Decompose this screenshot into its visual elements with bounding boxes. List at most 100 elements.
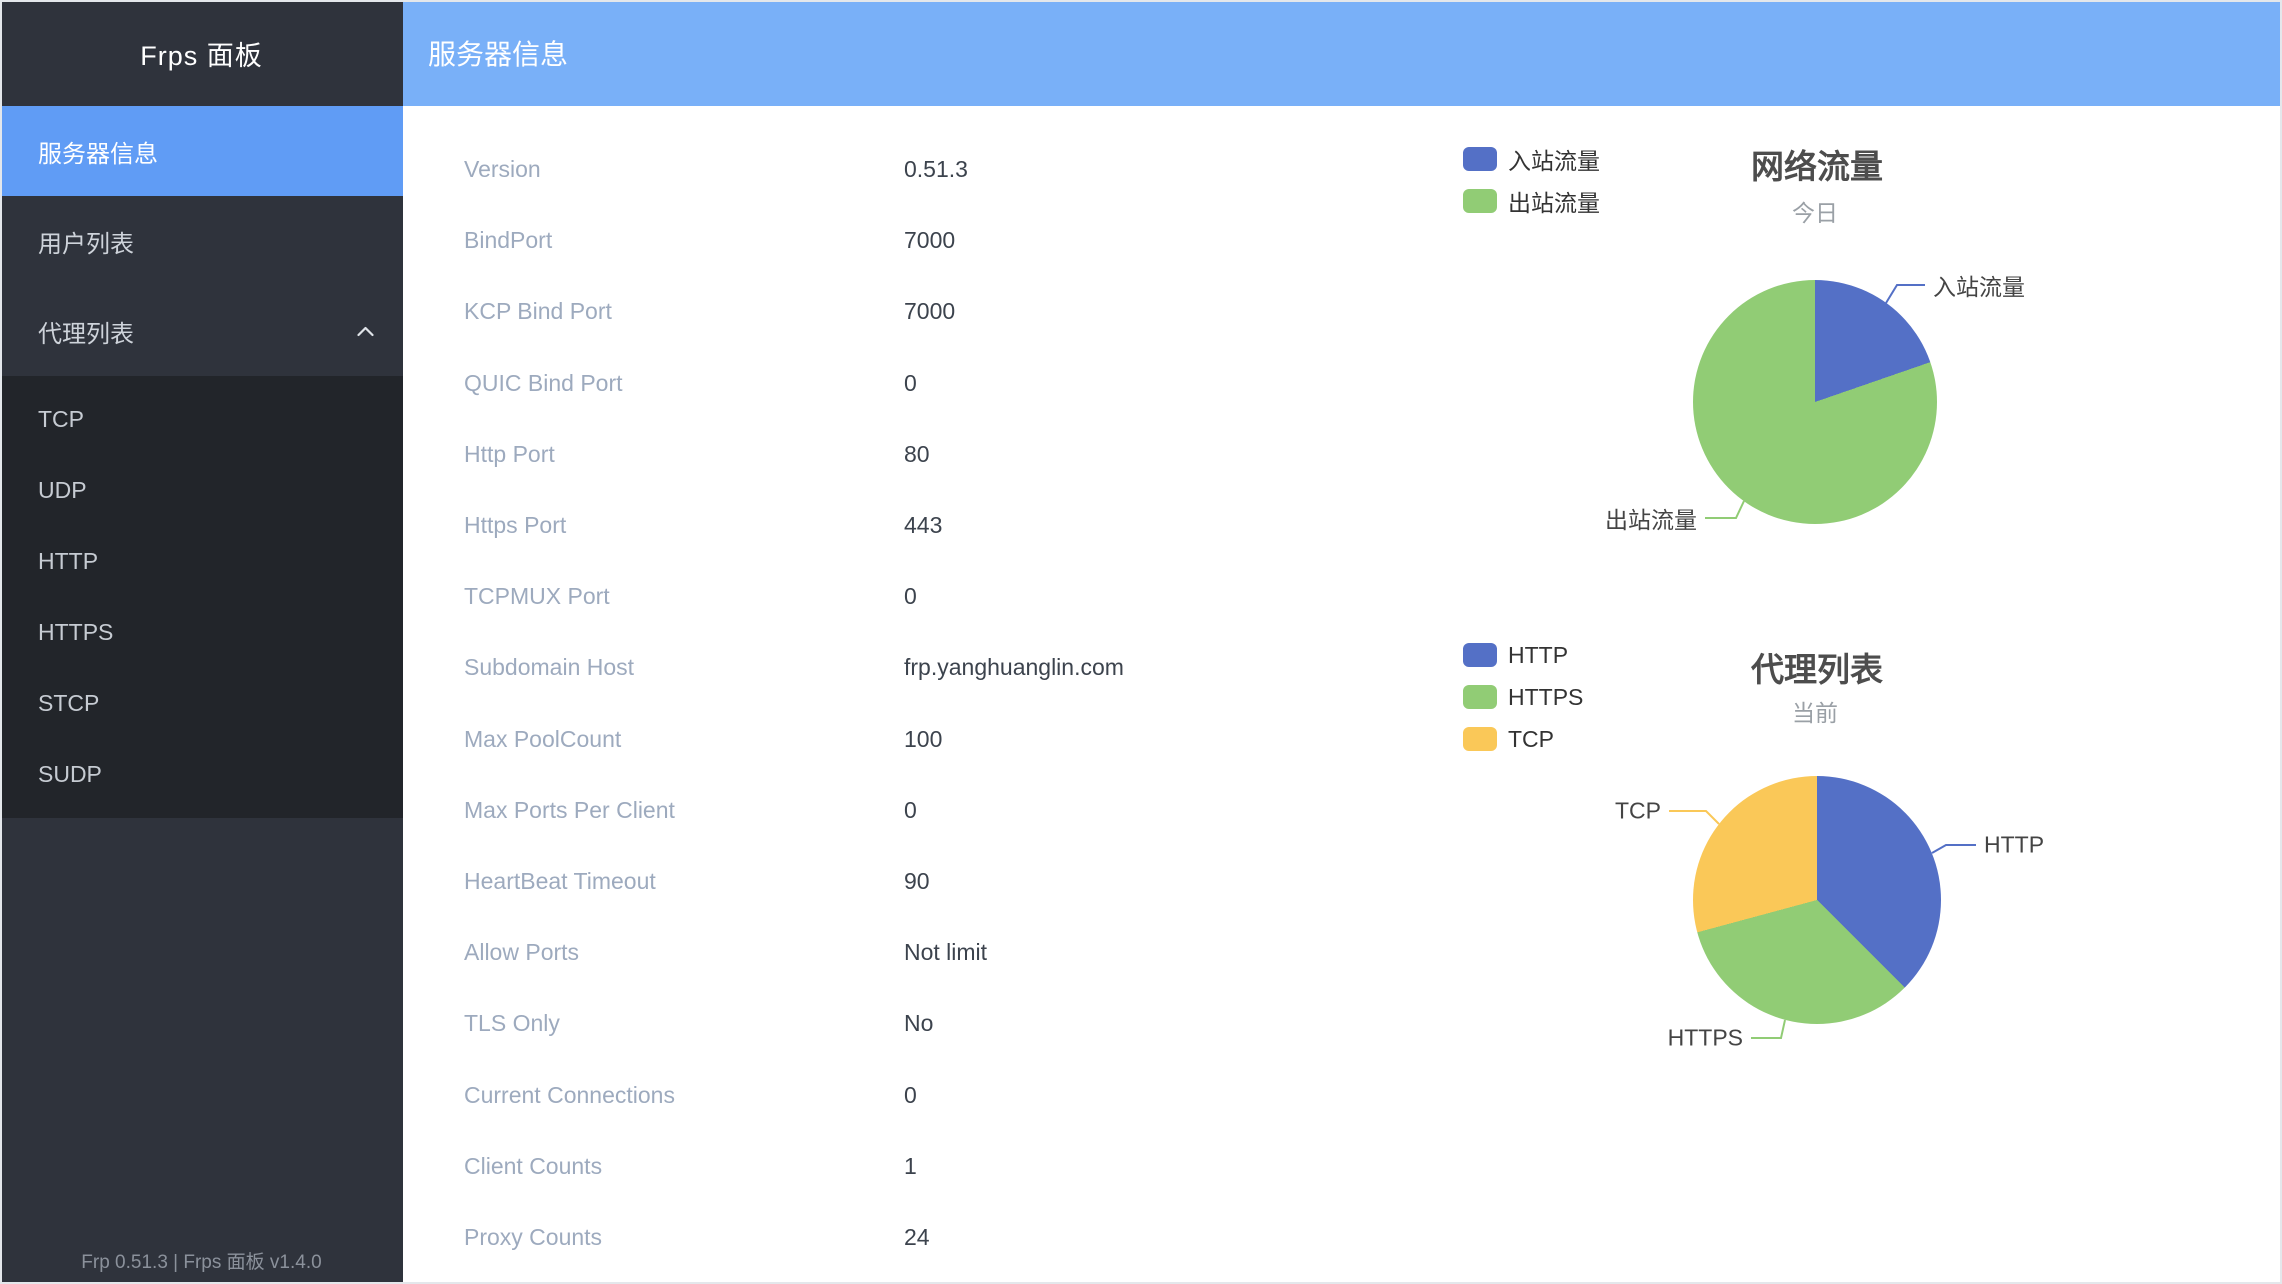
info-label: KCP Bind Port xyxy=(464,298,612,325)
sidebar-menu: 服务器信息 用户列表 代理列表 TCP UDP HTTP HTTPS STCP … xyxy=(0,106,403,818)
info-row: TLS Only No xyxy=(464,988,1444,1059)
info-row: Client Counts 1 xyxy=(464,1131,1444,1202)
info-label: Client Counts xyxy=(464,1152,603,1179)
chart-title: 网络流量 xyxy=(1751,148,1883,185)
info-label: Max Ports Per Client xyxy=(464,796,675,823)
pie-label-inbound: 入站流量 xyxy=(1933,274,2025,300)
traffic-pie[interactable] xyxy=(1693,280,1937,524)
submenu-label: HTTPS xyxy=(38,619,114,645)
pie-label-outbound: 出站流量 xyxy=(1605,507,1697,533)
sidebar-item-label: 用户列表 xyxy=(38,230,134,258)
info-value: 0 xyxy=(904,1081,917,1108)
info-value: 0 xyxy=(904,369,917,396)
sidebar-item-proxy-list[interactable]: 代理列表 xyxy=(0,286,403,376)
info-row: TCPMUX Port 0 xyxy=(464,561,1444,632)
info-value: frp.yanghuanglin.com xyxy=(904,654,1124,681)
info-row: Subdomain Host frp.yanghuanglin.com xyxy=(464,632,1444,703)
info-row: Http Port 80 xyxy=(464,419,1444,490)
info-row: Https Port 443 xyxy=(464,490,1444,561)
legend-item-tcp[interactable]: TCP xyxy=(1463,718,1583,760)
legend-swatch-icon xyxy=(1463,147,1497,171)
proxy-submenu: TCP UDP HTTP HTTPS STCP SUDP xyxy=(0,376,403,818)
sidebar: Frps 面板 服务器信息 用户列表 代理列表 TCP UDP HTTP HTT… xyxy=(0,0,403,1284)
legend-item-https[interactable]: HTTPS xyxy=(1463,676,1583,718)
info-value: 90 xyxy=(904,867,930,894)
sidebar-item-stcp[interactable]: STCP xyxy=(0,668,403,739)
info-label: Subdomain Host xyxy=(464,654,635,681)
submenu-label: TCP xyxy=(38,406,84,432)
info-label: Allow Ports xyxy=(464,939,580,966)
proxy-pie[interactable] xyxy=(1693,776,1941,1024)
info-row: Max Ports Per Client 0 xyxy=(464,775,1444,846)
info-row: QUIC Bind Port 0 xyxy=(464,348,1444,419)
info-label: Current Connections xyxy=(464,1081,675,1108)
info-label: QUIC Bind Port xyxy=(464,369,623,396)
info-value: No xyxy=(904,1010,934,1037)
legend-item-http[interactable]: HTTP xyxy=(1463,634,1583,676)
server-info-list: Version 0.51.3 BindPort 7000 KCP Bind Port… xyxy=(464,134,1444,1273)
chart-subtitle: 今日 xyxy=(1792,200,1838,226)
submenu-label: UDP xyxy=(38,477,87,503)
sidebar-item-https[interactable]: HTTPS xyxy=(0,597,403,668)
info-row: HeartBeat Timeout 90 xyxy=(464,846,1444,917)
info-row: Max PoolCount 100 xyxy=(464,704,1444,775)
legend-item-inbound[interactable]: 入站流量 xyxy=(1463,138,1600,180)
sidebar-item-label: 服务器信息 xyxy=(38,140,158,168)
proxy-chart-legend: HTTP HTTPS TCP xyxy=(1463,634,1583,760)
chart-title: 代理列表 xyxy=(1751,651,1883,688)
pie-label-https: HTTPS xyxy=(1667,1024,1743,1051)
info-row: Proxy Counts 24 xyxy=(464,1202,1444,1273)
sidebar-item-tcp[interactable]: TCP xyxy=(0,384,403,455)
info-value: 0.51.3 xyxy=(904,156,968,183)
submenu-label: HTTP xyxy=(38,548,99,574)
info-label: TLS Only xyxy=(464,1010,560,1037)
app-title: Frps 面板 xyxy=(140,40,263,71)
info-value: 1 xyxy=(904,1152,917,1179)
traffic-chart-legend: 入站流量 出站流量 xyxy=(1463,138,1600,222)
sidebar-footer-version: Frp 0.51.3 | Frps 面板 v1.4.0 xyxy=(81,1252,322,1273)
legend-label: TCP xyxy=(1508,725,1554,752)
legend-item-outbound[interactable]: 出站流量 xyxy=(1463,180,1600,222)
legend-swatch-icon xyxy=(1463,189,1497,213)
info-row: Version 0.51.3 xyxy=(464,134,1444,205)
info-value: 0 xyxy=(904,583,917,610)
info-label: Proxy Counts xyxy=(464,1223,603,1250)
info-value: Not limit xyxy=(904,939,988,966)
sidebar-item-user-list[interactable]: 用户列表 xyxy=(0,196,403,286)
info-value: 100 xyxy=(904,725,943,752)
info-value: 24 xyxy=(904,1223,930,1250)
sidebar-item-udp[interactable]: UDP xyxy=(0,455,403,526)
info-label: Version xyxy=(464,156,541,183)
info-label: Max PoolCount xyxy=(464,725,622,752)
legend-label: HTTPS xyxy=(1508,683,1584,710)
info-label: Http Port xyxy=(464,440,555,467)
submenu-label: STCP xyxy=(38,690,100,716)
sidebar-item-sudp[interactable]: SUDP xyxy=(0,739,403,810)
pie-label-tcp: TCP xyxy=(1615,797,1661,824)
info-label: TCPMUX Port xyxy=(464,583,610,610)
sidebar-item-label: 代理列表 xyxy=(38,320,134,348)
legend-swatch-icon xyxy=(1463,727,1497,751)
page-title: 服务器信息 xyxy=(428,39,569,70)
info-value: 80 xyxy=(904,440,930,467)
info-value: 7000 xyxy=(904,298,956,325)
legend-label: HTTP xyxy=(1508,641,1569,668)
pie-label-http: HTTP xyxy=(1984,831,2045,858)
legend-label: 出站流量 xyxy=(1508,190,1600,216)
sidebar-item-http[interactable]: HTTP xyxy=(0,526,403,597)
chart-subtitle: 当前 xyxy=(1792,700,1838,726)
sidebar-item-server-info[interactable]: 服务器信息 xyxy=(0,106,403,196)
legend-swatch-icon xyxy=(1463,685,1497,709)
info-row: Allow Ports Not limit xyxy=(464,917,1444,988)
info-value: 7000 xyxy=(904,227,956,254)
info-value: 443 xyxy=(904,512,943,539)
legend-swatch-icon xyxy=(1463,643,1497,667)
info-value: 0 xyxy=(904,796,917,823)
legend-label: 入站流量 xyxy=(1508,148,1600,174)
info-row: BindPort 7000 xyxy=(464,205,1444,276)
page-header: 服务器信息 xyxy=(403,0,2282,106)
submenu-label: SUDP xyxy=(38,761,102,787)
info-row: KCP Bind Port 7000 xyxy=(464,276,1444,347)
info-label: Https Port xyxy=(464,512,567,539)
